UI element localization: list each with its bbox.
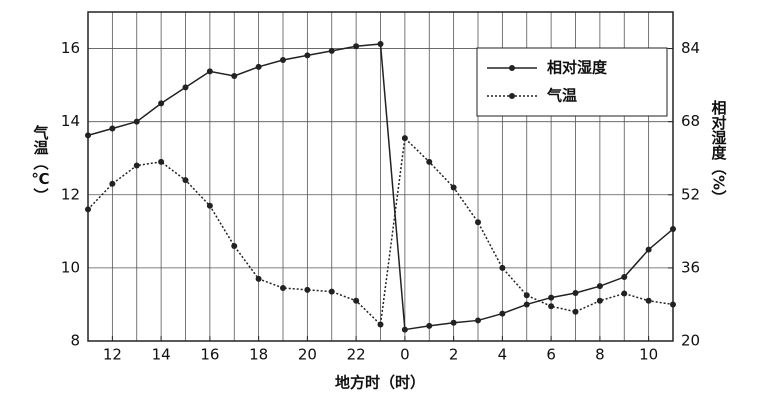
y-tick-label: 16 xyxy=(61,39,80,57)
y2-tick-label: 84 xyxy=(681,39,700,57)
point xyxy=(670,301,676,308)
point xyxy=(621,274,628,281)
point xyxy=(255,275,262,282)
point xyxy=(280,56,286,63)
point xyxy=(304,286,311,293)
y-tick-label: 14 xyxy=(61,112,80,130)
legend-label: 气温 xyxy=(546,87,577,105)
point xyxy=(231,242,238,249)
point xyxy=(572,308,579,315)
y2-axis-title: 相对湿度（%） xyxy=(710,99,728,205)
point xyxy=(670,226,676,233)
point xyxy=(280,284,286,291)
x-tick-label: 12 xyxy=(103,346,122,364)
point xyxy=(621,290,628,297)
x-tick-label: 4 xyxy=(498,346,508,364)
y-tick-label: 8 xyxy=(70,332,80,350)
point xyxy=(231,72,238,79)
point xyxy=(475,219,481,226)
point xyxy=(109,180,116,187)
point xyxy=(328,47,335,54)
point xyxy=(182,177,189,184)
point xyxy=(450,184,457,191)
point xyxy=(475,317,481,324)
point xyxy=(499,310,506,317)
point xyxy=(85,132,91,139)
y-tick-label: 12 xyxy=(61,185,80,203)
x-axis-title: 地方时（时） xyxy=(335,374,425,392)
x-tick-label: 16 xyxy=(200,346,219,364)
point xyxy=(523,301,530,308)
point xyxy=(377,40,384,47)
x-tick-label: 10 xyxy=(639,346,658,364)
point xyxy=(548,294,555,301)
legend-marker xyxy=(509,65,515,71)
point xyxy=(499,264,506,271)
point xyxy=(426,158,433,165)
legend-marker xyxy=(509,93,515,99)
point xyxy=(109,125,116,132)
y-axis-title: 气温（℃） xyxy=(32,124,50,203)
point xyxy=(206,68,213,75)
point xyxy=(426,322,433,329)
x-tick-label: 2 xyxy=(449,346,459,364)
y-tick-label: 10 xyxy=(61,258,80,276)
point xyxy=(377,321,384,328)
x-tick-label: 0 xyxy=(400,346,410,364)
point xyxy=(645,246,652,253)
legend-label: 相对湿度 xyxy=(547,59,608,77)
point xyxy=(133,162,140,169)
y2-tick-label: 52 xyxy=(681,185,700,203)
point xyxy=(450,319,457,326)
point xyxy=(401,135,408,142)
y2-tick-label: 20 xyxy=(681,332,700,350)
legend-box xyxy=(476,47,668,117)
y2-tick-label: 36 xyxy=(681,258,700,276)
point xyxy=(85,206,91,213)
point xyxy=(353,297,360,304)
x-tick-label: 8 xyxy=(595,346,605,364)
x-tick-label: 18 xyxy=(249,346,268,364)
point xyxy=(158,158,165,165)
x-tick-label: 22 xyxy=(347,346,366,364)
point xyxy=(645,297,652,304)
x-tick-label: 20 xyxy=(298,346,317,364)
plot-frame xyxy=(87,11,674,342)
point xyxy=(572,290,579,297)
x-tick-label: 14 xyxy=(152,346,171,364)
point xyxy=(401,326,408,333)
point xyxy=(523,292,530,299)
point xyxy=(206,202,213,209)
point xyxy=(158,100,165,107)
x-tick-label: 6 xyxy=(546,346,556,364)
point xyxy=(353,43,360,50)
point xyxy=(596,283,603,290)
point xyxy=(133,118,140,125)
point xyxy=(255,63,262,70)
y2-tick-label: 68 xyxy=(681,112,700,130)
point xyxy=(596,297,603,304)
point xyxy=(328,288,335,295)
point xyxy=(304,52,311,59)
point xyxy=(548,303,555,310)
point xyxy=(182,84,189,91)
